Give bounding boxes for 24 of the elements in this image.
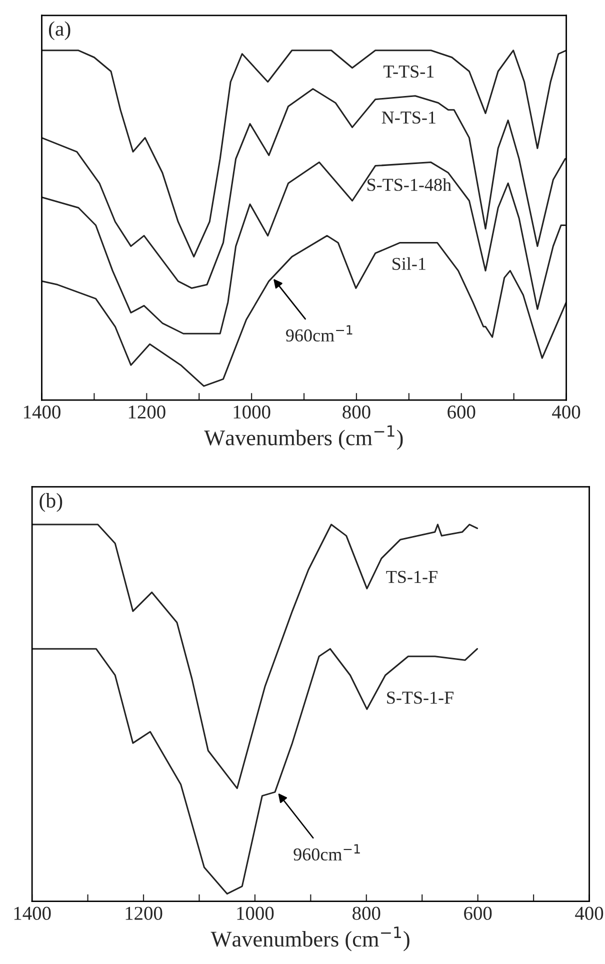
x-tick-label: 800 bbox=[342, 405, 370, 419]
series-label: N-TS-1 bbox=[382, 112, 436, 124]
annotation: 960cm$^{−1}$ bbox=[286, 325, 352, 342]
series-label: Sil-1 bbox=[392, 257, 426, 270]
x-axis-title: Wavenumbers (cm$^{−1}$) bbox=[210, 926, 410, 952]
x-tick-label: 1200 bbox=[128, 405, 166, 419]
x-tick-label: 1000 bbox=[234, 405, 270, 419]
series-label: S-TS-1-48h bbox=[368, 178, 452, 191]
series-label: TS-1-F bbox=[386, 570, 438, 583]
text: (b) bbox=[40, 493, 62, 512]
x-tick-label: 400 bbox=[575, 906, 604, 920]
series-label: S-TS-1-F bbox=[387, 692, 454, 704]
series-label: T-TS-1 bbox=[383, 66, 434, 78]
x-tick-label: 400 bbox=[552, 405, 580, 419]
x-tick-label: 600 bbox=[448, 405, 476, 419]
text: (a) bbox=[48, 21, 70, 40]
x-axis-title: Wavenumbers (cm$^{−1}$) bbox=[204, 425, 403, 450]
x-tick-label: 1400 bbox=[24, 405, 60, 419]
x-tick-label: 800 bbox=[352, 906, 380, 920]
x-tick-label: 600 bbox=[464, 906, 492, 920]
x-tick-label: 1000 bbox=[237, 906, 274, 920]
x-tick-label: 1400 bbox=[14, 906, 51, 920]
annotation: 960cm$^{−1}$ bbox=[294, 844, 360, 861]
x-tick-label: 1200 bbox=[126, 906, 162, 920]
